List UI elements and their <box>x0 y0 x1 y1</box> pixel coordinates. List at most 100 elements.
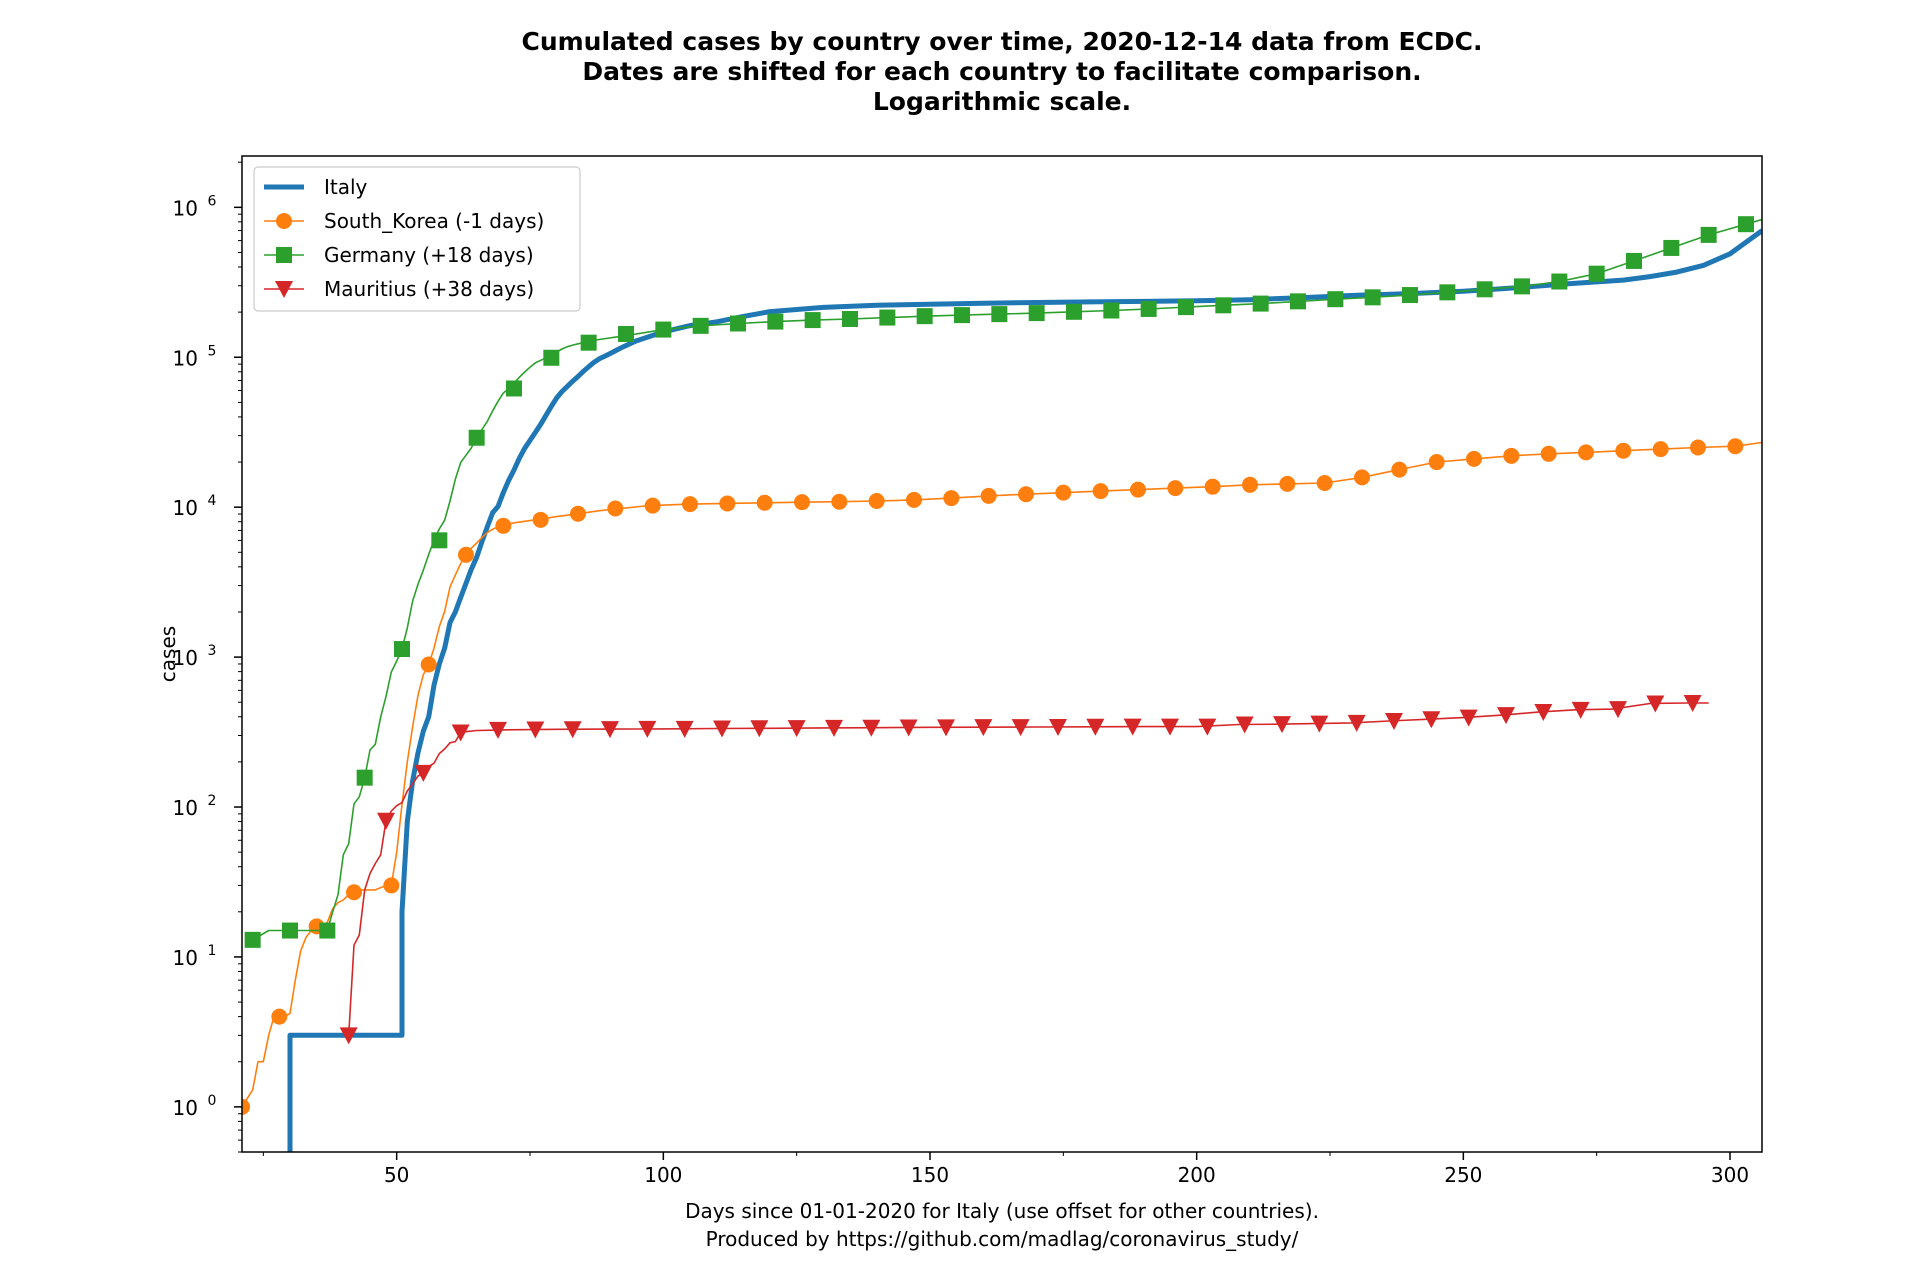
data-point <box>495 517 512 534</box>
data-point <box>638 720 657 738</box>
data-point <box>1428 454 1445 471</box>
legend-item: Italy <box>264 175 368 199</box>
legend-swatch-marker <box>275 281 293 298</box>
y-tick-label-exponent: 3 <box>208 643 217 659</box>
y-axis-label: cases <box>156 626 180 682</box>
data-point <box>489 721 507 739</box>
y-tick-label: 10 <box>173 346 198 370</box>
y-tick-label-base: 10 <box>173 796 198 820</box>
data-point <box>1402 287 1418 304</box>
data-point <box>1347 714 1366 732</box>
data-point <box>1700 226 1717 243</box>
y-tick-label-base: 10 <box>173 1096 198 1120</box>
data-point <box>713 720 731 738</box>
data-point <box>1103 302 1120 319</box>
data-point <box>563 721 582 739</box>
legend: Italy South_Korea (-1 days) Germany (+18 d… <box>253 166 581 312</box>
data-point <box>675 720 694 738</box>
data-point <box>991 306 1008 323</box>
legend-item: Germany (+18 days) <box>264 243 534 267</box>
data-point <box>377 812 395 830</box>
y-tick-label-exponent: 2 <box>208 793 217 809</box>
data-point <box>1466 450 1482 467</box>
chart-title-line-1: Cumulated cases by country over time, 20… <box>521 27 1482 56</box>
data-point <box>719 495 736 512</box>
data-point <box>1663 239 1680 256</box>
legend-swatch-marker <box>276 247 292 263</box>
data-point <box>1503 447 1520 464</box>
legend-label: Mauritius (+38 days) <box>324 277 534 301</box>
data-point <box>899 719 918 737</box>
data-point <box>692 317 709 334</box>
data-point <box>862 719 881 737</box>
y-tick-label-base: 10 <box>173 196 198 220</box>
data-point <box>607 500 624 517</box>
data-point <box>1354 469 1370 486</box>
y-tick-label-exponent: 5 <box>208 343 217 359</box>
y-tick-label-exponent: 0 <box>208 1093 217 1109</box>
data-point <box>1690 439 1706 456</box>
data-point <box>750 720 769 738</box>
data-point <box>1092 483 1109 500</box>
data-point <box>730 315 746 332</box>
data-point <box>879 309 896 326</box>
data-point <box>1235 716 1254 734</box>
data-point <box>906 491 922 508</box>
data-point <box>1514 278 1530 295</box>
y-axis: 10 0 10 1 10 2 10 3 10 4 10 5 10 6 <box>173 161 242 1153</box>
data-point <box>394 641 410 658</box>
data-point <box>804 312 821 329</box>
data-point <box>655 321 672 338</box>
data-point <box>825 719 843 737</box>
data-point <box>1049 718 1067 736</box>
data-point <box>244 931 261 948</box>
data-point <box>1571 701 1590 719</box>
data-point <box>1626 252 1642 269</box>
data-point <box>532 511 549 528</box>
data-point <box>431 532 448 549</box>
y-tick-label: 10 <box>173 1096 198 1120</box>
data-point <box>980 487 997 504</box>
data-point <box>1327 291 1344 308</box>
data-point <box>1290 293 1306 310</box>
series-2 <box>244 216 1762 948</box>
data-point <box>1738 216 1754 233</box>
data-point <box>644 497 661 514</box>
y-tick-label: 10 <box>173 196 198 220</box>
series-line <box>242 441 1762 1108</box>
data-point <box>282 922 298 939</box>
x-tick-label: 100 <box>644 1163 682 1187</box>
series-line <box>347 702 1709 1036</box>
data-point <box>271 1008 288 1025</box>
data-point <box>319 922 336 939</box>
data-point <box>1459 709 1478 727</box>
data-point <box>974 719 993 737</box>
data-point <box>1055 484 1072 501</box>
data-point <box>468 429 485 446</box>
legend-item: Mauritius (+38 days) <box>264 277 534 301</box>
data-point <box>618 325 634 342</box>
data-point <box>1130 481 1146 498</box>
data-point <box>1476 281 1493 298</box>
y-tick-label: 10 <box>173 946 198 970</box>
data-point <box>756 494 773 511</box>
data-point <box>1391 461 1408 478</box>
data-point <box>954 307 970 324</box>
data-point <box>1215 297 1232 314</box>
y-tick-label-exponent: 1 <box>208 943 217 959</box>
y-tick-label-exponent: 4 <box>208 493 217 509</box>
data-point <box>1385 712 1403 730</box>
data-point <box>1028 305 1045 322</box>
y-tick-label-base: 10 <box>173 346 198 370</box>
data-point <box>1011 719 1030 737</box>
legend-swatch-marker <box>276 213 292 229</box>
data-point <box>842 310 858 327</box>
x-axis-label-line-1: Days since 01-01-2020 for Italy (use off… <box>685 1199 1319 1223</box>
y-tick-label: 10 <box>173 496 198 520</box>
data-point <box>1588 265 1605 282</box>
data-point <box>1578 444 1594 461</box>
data-point <box>1439 284 1456 301</box>
data-point <box>1198 718 1217 736</box>
data-point <box>1086 718 1105 736</box>
